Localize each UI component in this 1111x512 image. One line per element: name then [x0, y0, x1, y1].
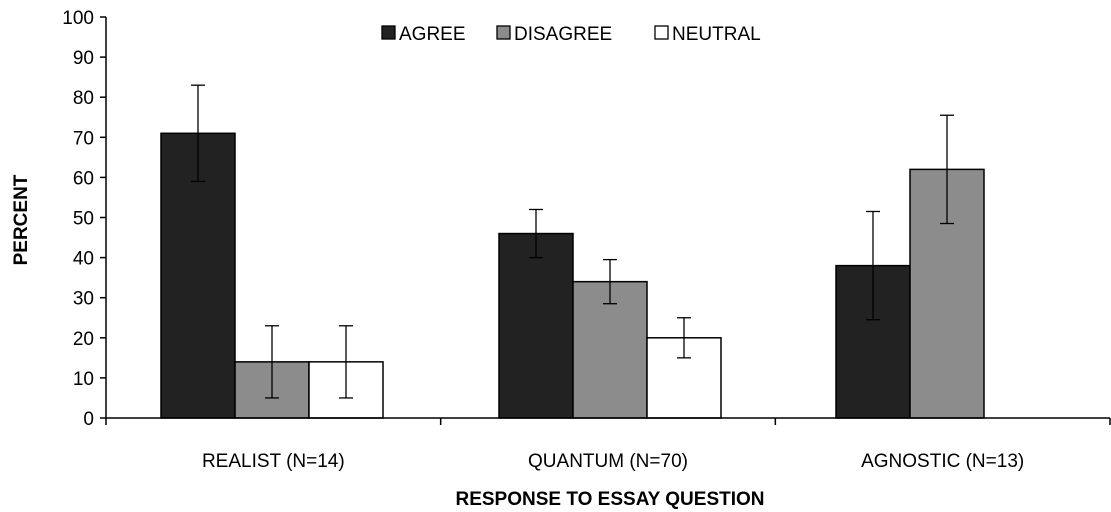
legend-label-disagree: DISAGREE: [514, 24, 612, 45]
y-ticks: 0 10 20 30 40 50 60 70 80 90 100: [62, 8, 106, 430]
legend-swatch-neutral: [654, 25, 669, 40]
x-ticks: [105, 418, 1111, 425]
y-tick-label: 0: [83, 409, 94, 430]
category-labels: REALIST (N=14) QUANTUM (N=70) AGNOSTIC (N=…: [202, 451, 1024, 472]
legend-swatch-disagree: [496, 25, 511, 40]
y-axis-title: PERCENT: [11, 174, 32, 265]
y-tick-label: 30: [73, 289, 94, 310]
legend-label-neutral: NEUTRAL: [672, 24, 761, 45]
y-tick-label: 50: [73, 209, 94, 230]
category-label: AGNOSTIC (N=13): [861, 451, 1024, 472]
category-label: QUANTUM (N=70): [528, 451, 688, 472]
y-tick-label: 80: [73, 88, 94, 109]
bars-layer: [160, 132, 985, 419]
y-tick-label: 70: [73, 128, 94, 149]
bar-agree: [498, 232, 574, 419]
legend-swatch-agree: [381, 25, 396, 40]
y-tick-label: 10: [73, 369, 94, 390]
error-bars-layer: [191, 84, 954, 399]
category-label: REALIST (N=14): [202, 451, 345, 472]
y-tick-label: 40: [73, 249, 94, 270]
x-axis-title: RESPONSE TO ESSAY QUESTION: [455, 489, 764, 510]
legend-label-agree: AGREE: [399, 24, 466, 45]
y-tick-label: 20: [73, 329, 94, 350]
legend: AGREE DISAGREE NEUTRAL: [381, 24, 761, 45]
bar-disagree: [572, 280, 648, 419]
y-tick-label: 90: [73, 48, 94, 69]
y-tick-label: 100: [62, 8, 94, 29]
y-tick-label: 60: [73, 168, 94, 189]
